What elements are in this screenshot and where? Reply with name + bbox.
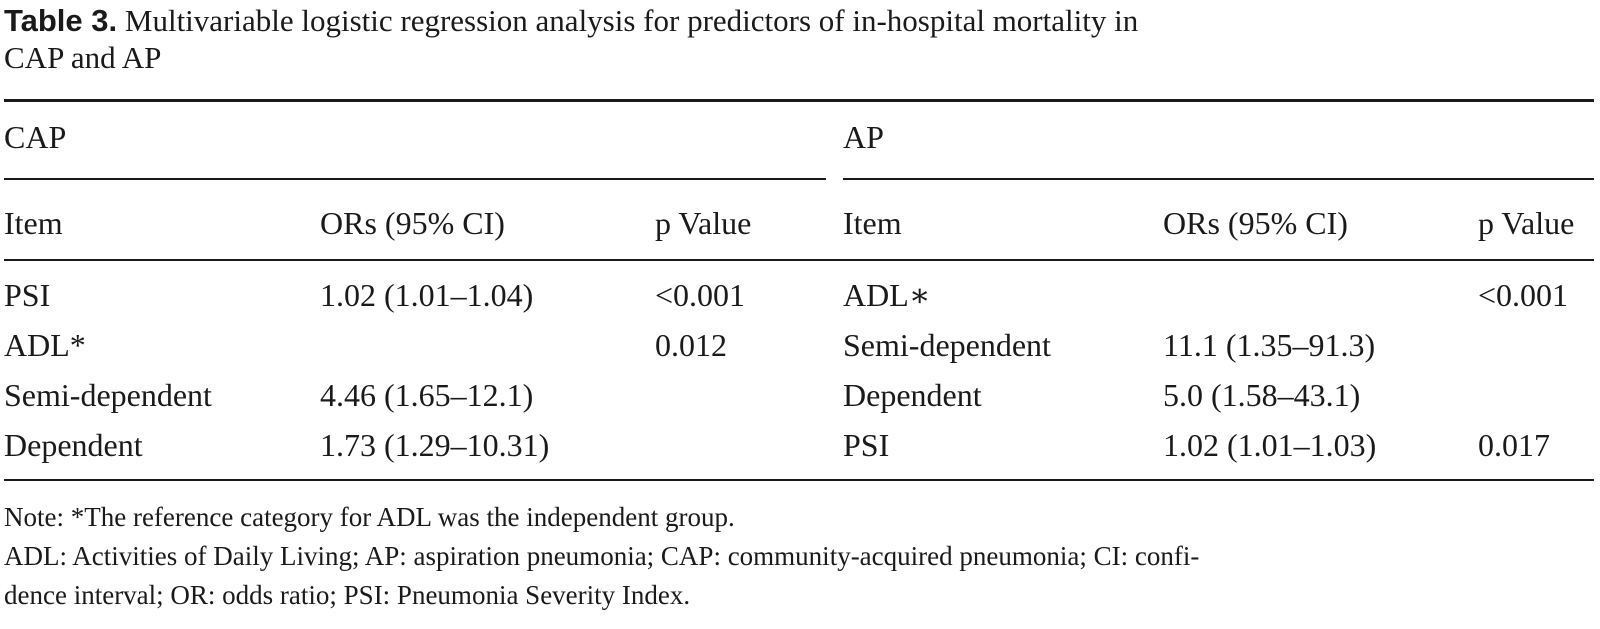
cap-row2-p: 0.012 [655,327,727,363]
caption-text-line2: CAP and AP [4,40,162,75]
cap-row2-item: ADL* [4,327,86,363]
table-label: Table 3. [4,3,118,38]
col-header-or-ap: ORs (95% CI) [1163,205,1348,241]
abbreviations-line2: dence interval; OR: odds ratio; PSI: Pne… [4,580,691,610]
col-header-or-cap: ORs (95% CI) [320,205,505,241]
bottom-rule [4,479,1594,481]
ap-row3-or: 5.0 (1.58–43.1) [1163,377,1361,413]
col-header-p-ap: p Value [1478,205,1575,241]
cap-row1-or: 1.02 (1.01–1.04) [320,277,534,313]
header-rule [4,259,1594,261]
ap-row4-p: 0.017 [1478,427,1550,463]
group-rule-cap [4,178,826,180]
table-note: Note: *The reference category for ADL wa… [4,502,735,532]
col-header-item-cap: Item [4,205,63,241]
ap-row2-item: Semi-dependent [843,327,1051,363]
col-header-item-ap: Item [843,205,902,241]
group-header-ap: AP [843,119,884,155]
ap-row3-item: Dependent [843,377,982,413]
abbreviations-line1: ADL: Activities of Daily Living; AP: asp… [4,541,1200,571]
caption-text-line1: Multivariable logistic regression analys… [117,3,1139,38]
cap-row3-item: Semi-dependent [4,377,212,413]
cap-row3-or: 4.46 (1.65–12.1) [320,377,534,413]
ap-row2-or: 11.1 (1.35–91.3) [1163,327,1376,363]
ap-row1-p: <0.001 [1478,277,1569,313]
col-header-p-cap: p Value [655,205,752,241]
group-header-cap: CAP [4,119,67,155]
ap-row4-or: 1.02 (1.01–1.03) [1163,427,1377,463]
cap-row1-item: PSI [4,277,51,313]
group-rule-ap [843,178,1594,180]
cap-row4-or: 1.73 (1.29–10.31) [320,427,550,463]
top-rule [4,99,1594,102]
cap-row1-p: <0.001 [655,277,746,313]
ap-row1-item: ADL∗ [843,277,931,313]
ap-row4-item: PSI [843,427,890,463]
table-caption: Table 3. Multivariable logistic regressi… [4,2,1594,76]
cap-row4-item: Dependent [4,427,143,463]
